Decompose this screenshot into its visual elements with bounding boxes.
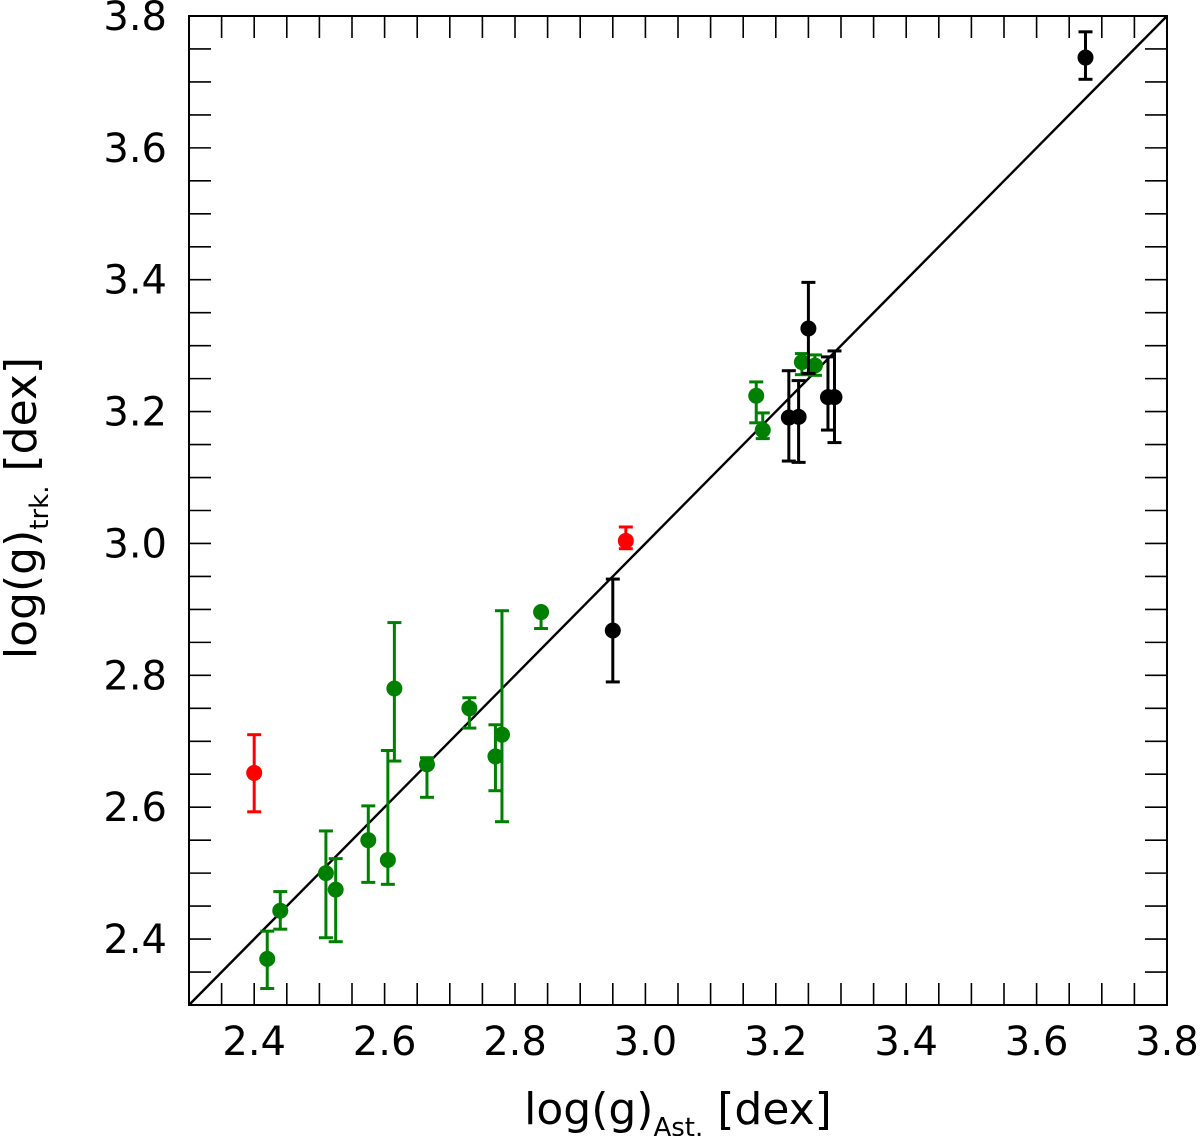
y-tick-label: 3.0 xyxy=(103,521,167,567)
y-tick-label: 3.6 xyxy=(103,126,167,172)
x-tick-label: 2.6 xyxy=(353,1019,417,1065)
reference-line-group xyxy=(188,15,1168,1006)
data-point xyxy=(790,408,807,425)
data-point xyxy=(800,320,817,337)
data-point xyxy=(272,902,289,919)
data-series xyxy=(259,352,823,991)
data-point xyxy=(493,726,510,743)
data-point xyxy=(246,764,263,781)
data-point xyxy=(487,748,504,765)
data-point xyxy=(386,680,403,697)
data-point xyxy=(533,604,550,621)
data-point xyxy=(317,865,334,882)
x-tick-label: 3.2 xyxy=(744,1019,808,1065)
x-tick-label: 3.4 xyxy=(874,1019,938,1065)
data-points xyxy=(246,30,1094,991)
y-tick-labels: 2.4 2.6 2.8 3.0 3.2 3.4 3.6 3.8 xyxy=(103,0,167,963)
data-point xyxy=(461,700,478,717)
data-point xyxy=(754,422,771,439)
data-point xyxy=(1077,49,1094,66)
one-to-one-line xyxy=(188,15,1168,1006)
data-point xyxy=(826,389,843,406)
x-tick-label: 2.8 xyxy=(483,1019,547,1065)
x-tick-label: 3.8 xyxy=(1135,1019,1199,1065)
data-point xyxy=(360,832,377,849)
y-tick-label: 2.8 xyxy=(103,653,167,699)
y-tick-label: 3.8 xyxy=(103,0,167,40)
data-point xyxy=(379,851,396,868)
y-tick-label: 3.4 xyxy=(103,258,167,304)
y-tick-label: 2.6 xyxy=(103,785,167,831)
x-tick-label: 2.4 xyxy=(222,1019,286,1065)
data-point xyxy=(806,357,823,374)
data-point xyxy=(793,354,810,371)
y-tick-label: 3.2 xyxy=(103,390,167,436)
data-series xyxy=(604,30,1094,684)
major-ticks xyxy=(188,15,1168,1006)
x-tick-label: 3.6 xyxy=(1005,1019,1069,1065)
x-tick-labels: 2.4 2.6 2.8 3.0 3.2 3.4 3.6 3.8 xyxy=(222,1019,1198,1065)
data-point xyxy=(748,387,765,404)
y-tick-label: 2.4 xyxy=(103,917,167,963)
x-tick-label: 3.0 xyxy=(614,1019,678,1065)
data-point xyxy=(604,622,621,639)
y-axis-label: log(g)trk. [dex] xyxy=(0,357,55,659)
data-point xyxy=(327,881,344,898)
data-point xyxy=(617,532,634,549)
data-point xyxy=(418,756,435,773)
minor-ticks xyxy=(189,16,1167,1005)
data-series xyxy=(246,525,634,814)
data-point xyxy=(259,950,276,967)
x-axis-label: log(g)Ast. [dex] xyxy=(524,1084,832,1136)
